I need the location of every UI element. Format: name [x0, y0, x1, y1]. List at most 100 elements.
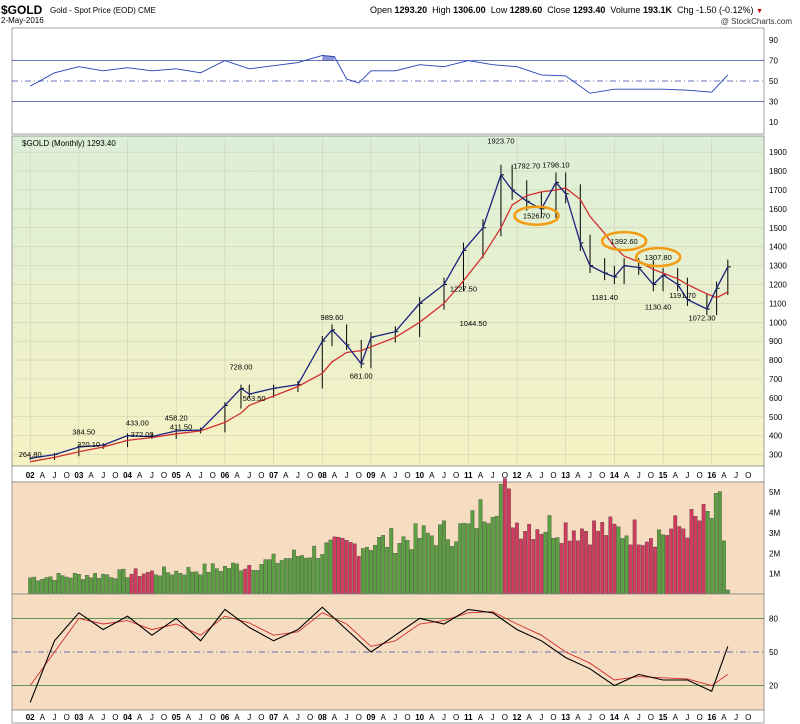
- price-tick-label: 900: [769, 337, 783, 346]
- volume-bar: [40, 579, 45, 595]
- volume-bar: [507, 488, 511, 595]
- volume-bar: [255, 570, 260, 595]
- rsi-tick-label: 30: [769, 97, 778, 106]
- volume-bar: [267, 559, 272, 595]
- rsi-line: [29, 55, 729, 94]
- volume-bar: [235, 563, 239, 595]
- volume-bar: [575, 540, 580, 595]
- x-month-label: A: [186, 713, 192, 722]
- x-month-label: J: [588, 713, 592, 722]
- x-month-label: J: [685, 471, 689, 480]
- volume-bar: [373, 545, 377, 595]
- volume-bar: [32, 576, 37, 595]
- volume-bar: [263, 559, 268, 595]
- x-month-label: A: [429, 713, 435, 722]
- x-month-label: J: [491, 471, 495, 480]
- price-annotation: 1072.30: [688, 314, 715, 323]
- x-year-label: 09: [367, 713, 376, 722]
- volume-bar: [685, 537, 690, 595]
- x-month-label: A: [283, 471, 289, 480]
- volume-bar: [717, 491, 722, 595]
- x-month-label: O: [502, 471, 508, 480]
- x-month-label: O: [696, 471, 702, 480]
- chart-header: $GOLD Gold - Spot Price (EOD) CME Open 1…: [0, 3, 800, 17]
- x-month-label: J: [247, 471, 251, 480]
- x-month-label: O: [599, 713, 605, 722]
- price-annotation: 433.00: [126, 418, 149, 427]
- x-month-label: O: [356, 713, 362, 722]
- volume-bar: [584, 531, 588, 595]
- volume-bar: [531, 539, 536, 595]
- volume-bar: [56, 573, 61, 595]
- x-month-label: A: [721, 471, 727, 480]
- volume-bar: [186, 567, 191, 595]
- price-tick-label: 1700: [769, 186, 787, 195]
- volume-bar: [705, 511, 710, 595]
- x-month-label: A: [88, 471, 94, 480]
- price-tick-label: 400: [769, 432, 783, 441]
- volume-tick-label: 4M: [769, 509, 780, 518]
- x-month-label: J: [150, 471, 154, 480]
- volume-bar: [600, 522, 605, 595]
- volume-bar: [328, 539, 333, 595]
- volume-bar: [511, 527, 515, 595]
- x-year-label: 16: [707, 713, 716, 722]
- volume-bar: [308, 557, 312, 595]
- price-annotations: 264.80 384.50 320.10 433.00 372.00 458.20411.…: [19, 137, 716, 460]
- volume-bar: [429, 535, 434, 595]
- volume-bar: [279, 560, 284, 595]
- stochastic-tick-label: 50: [769, 648, 778, 657]
- volume-bar: [616, 526, 621, 595]
- x-month-label: A: [283, 713, 289, 722]
- x-month-label: J: [685, 713, 689, 722]
- price-annotation: 264.80: [19, 450, 42, 459]
- volume-bar: [689, 509, 694, 595]
- volume-bar: [498, 484, 503, 595]
- price-annotation: 1526.70: [523, 212, 550, 221]
- x-month-label: O: [453, 713, 459, 722]
- price-tick-label: 1500: [769, 224, 787, 233]
- volume-bar: [223, 566, 227, 595]
- x-month-label: O: [404, 471, 410, 480]
- volume-bar: [470, 510, 475, 595]
- x-month-label: A: [624, 713, 630, 722]
- volume-bar: [312, 545, 317, 595]
- x-month-label: A: [478, 713, 484, 722]
- price-annotation: 1392.60: [611, 237, 638, 246]
- x-month-label: A: [380, 471, 386, 480]
- x-month-label: O: [648, 713, 654, 722]
- x-month-label: O: [745, 713, 751, 722]
- x-month-label: A: [332, 713, 338, 722]
- volume-bar: [713, 493, 718, 595]
- x-month-label: O: [404, 713, 410, 722]
- volume-bar: [722, 540, 726, 595]
- price-x-axis: 02 A J O 03 A J O 04 A J O 05 A J O 06 A J O 07 A J O 08 A J O 09 A J O…: [26, 471, 752, 480]
- volume-bar: [117, 569, 122, 595]
- volume-tick-label: 1M: [769, 570, 780, 579]
- x-month-label: O: [210, 471, 216, 480]
- volume-bar: [360, 548, 365, 595]
- volume-bar: [596, 530, 601, 595]
- x-month-label: O: [112, 471, 118, 480]
- x-month-label: J: [393, 471, 397, 480]
- x-year-label: 13: [561, 471, 570, 480]
- x-month-label: A: [332, 471, 338, 480]
- volume-bar: [665, 535, 670, 595]
- volume-bar: [52, 580, 57, 595]
- stochastic-reference-lines: [12, 618, 764, 686]
- volume-bar: [657, 529, 661, 595]
- volume-bar: [693, 516, 698, 595]
- volume-bar: [604, 535, 609, 595]
- volume-bar: [36, 580, 41, 595]
- price-annotation: 563.50: [243, 394, 266, 403]
- volume-bar: [352, 543, 357, 595]
- symbol: $GOLD: [1, 3, 43, 17]
- x-month-label: J: [637, 713, 641, 722]
- rsi-tick-label: 50: [769, 77, 778, 86]
- x-month-label: O: [64, 471, 70, 480]
- volume-bar: [446, 539, 450, 595]
- x-year-label: 11: [464, 471, 473, 480]
- volume-bar: [336, 536, 341, 595]
- price-tick-label: 600: [769, 394, 783, 403]
- volume-bar: [125, 577, 130, 595]
